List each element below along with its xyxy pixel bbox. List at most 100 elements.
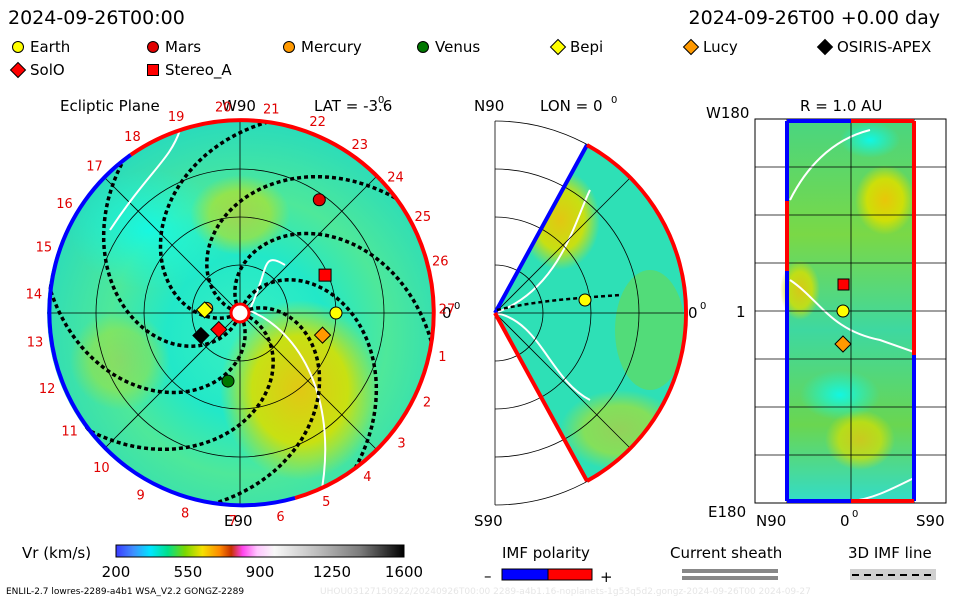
legend-mars-marker (147, 41, 159, 53)
legend-osiris-apex-label: OSIRIS-APEX (837, 38, 931, 56)
legend-earth-label: Earth (30, 38, 70, 56)
carrington-tick-2: 2 (423, 396, 431, 411)
carrington-tick-13: 13 (27, 336, 44, 351)
colorbar: Vr (km/s) 200 550 900 1250 1600 (22, 544, 423, 581)
carrington-tick-7: 7 (229, 514, 237, 529)
map-earth-marker (836, 304, 850, 318)
ecliptic-right-label: 0 (442, 304, 452, 322)
ecliptic-bepi-marker (195, 301, 214, 319)
carrington-tick-5: 5 (322, 495, 330, 510)
map-y-top: W180 (706, 104, 749, 122)
meridional-right-label: 0 (688, 304, 698, 322)
legend-stereo-a-label: Stereo_A (165, 61, 232, 80)
carrington-tick-16: 16 (56, 197, 73, 212)
ecliptic-lat-deg: 0 (378, 95, 384, 106)
carrington-tick-14: 14 (26, 288, 43, 303)
carrington-tick-25: 25 (415, 210, 432, 225)
carrington-tick-19: 19 (168, 110, 185, 125)
legend-solo-label: SolO (30, 61, 65, 79)
ecliptic-right-deg: 0 (454, 301, 460, 312)
ecliptic-bottom-label: E90 (224, 512, 253, 530)
colorbar-tick-900: 900 (246, 563, 275, 581)
colorbar-tick-200: 200 (102, 563, 131, 581)
carrington-tick-21: 21 (263, 102, 280, 117)
footer-model: ENLIL-2.7 lowres-2289-a4b1 WSA_V2.2 GONG… (6, 587, 244, 597)
map-x-mid: 0 (840, 512, 850, 530)
ecliptic-lucy-marker (313, 326, 332, 344)
ecliptic-top-label: W90 (222, 97, 256, 115)
map-stereo-a-marker (837, 278, 850, 291)
legend-mercury-marker (283, 41, 295, 53)
carrington-tick-24: 24 (387, 170, 404, 185)
legend-venus-marker (417, 41, 429, 53)
legend-earth-marker (12, 41, 24, 53)
imf-plus: + (600, 568, 613, 586)
meridional-earth-marker (578, 293, 592, 307)
sheath-label: Current sheath (670, 544, 782, 562)
colorbar-ticks: 200 550 900 1250 1600 (102, 563, 423, 581)
carrington-tick-4: 4 (363, 470, 371, 485)
carrington-tick-11: 11 (61, 425, 78, 440)
ecliptic-venus-marker (221, 374, 235, 388)
sun-icon (229, 302, 251, 324)
meridional-lon: LON = 0 (540, 97, 603, 115)
imf3d-label: 3D IMF line (848, 544, 932, 562)
ecliptic-objects (192, 193, 343, 388)
legend-bepi-label: Bepi (570, 38, 603, 56)
carrington-tick-17: 17 (86, 160, 103, 175)
map-x-left: N90 (756, 512, 786, 530)
meridional-top-label: N90 (474, 97, 504, 115)
datetime: 2024-09-26T00:00 (8, 7, 185, 29)
current-sheath-legend: Current sheath (670, 544, 782, 580)
legend-bepi-marker (549, 38, 567, 56)
map-x-right: S90 (916, 512, 945, 530)
colorbar-label: Vr (km/s) (22, 544, 91, 562)
map-title: R = 1.0 AU (800, 97, 882, 115)
legend-osiris-apex-marker (816, 38, 834, 56)
footer-run-info: UHOU03127150922/20240926T00:00 2289-a4b1… (320, 587, 811, 597)
carrington-tick-27: 27 (439, 302, 456, 317)
legend-solo-marker (9, 61, 27, 79)
colorbar-tick-550: 550 (174, 563, 203, 581)
legend-lucy-marker (682, 38, 700, 56)
ecliptic-osiris-apex-marker (192, 326, 210, 345)
carrington-tick-1: 1 (438, 350, 446, 365)
carrington-tick-12: 12 (39, 382, 56, 397)
ecliptic-lat: LAT = -3.6 (314, 97, 392, 115)
imf-minus: – (484, 567, 492, 585)
carrington-tick-23: 23 (352, 138, 369, 153)
legend-stereo-a-marker (147, 64, 159, 76)
legend-mars-label: Mars (165, 38, 201, 56)
datetime-offset: 2024-09-26T00 +0.00 day (689, 7, 940, 29)
ecliptic-panel: Ecliptic Plane LAT = -3.6 0 W90 E90 0 0 (26, 95, 461, 530)
meridional-lon-deg: 0 (611, 95, 617, 106)
map-x-mid-deg: 0 (852, 509, 858, 520)
carrington-tick-22: 22 (309, 115, 326, 130)
legend-mercury-label: Mercury (301, 38, 362, 56)
ecliptic-stereo-a-marker (318, 268, 332, 282)
colorbar-tick-1600: 1600 (385, 563, 423, 581)
carrington-tick-18: 18 (124, 130, 141, 145)
carrington-tick-15: 15 (36, 241, 53, 256)
meridional-panel: N90 LON = 0 0 S90 0 0 (474, 95, 706, 530)
meridional-bottom-label: S90 (474, 512, 503, 530)
carrington-tick-26: 26 (432, 255, 449, 270)
carrington-tick-6: 6 (276, 510, 284, 525)
ecliptic-mars-marker (312, 193, 326, 207)
map-panel: R = 1.0 AU W180 1 E180 N90 0 0 S90 (706, 97, 947, 530)
object-legend: Earth Mars Mercury Venus Bepi Lucy OSIRIS-APEX… (9, 38, 931, 80)
imf-polarity-legend: IMF polarity – + (484, 544, 613, 586)
legend-venus-label: Venus (435, 38, 480, 56)
carrington-tick-9: 9 (136, 489, 144, 504)
carrington-tick-3: 3 (397, 436, 405, 451)
imf3d-legend: 3D IMF line (848, 544, 936, 580)
ecliptic-title: Ecliptic Plane (60, 97, 160, 115)
ecliptic-earth-marker (329, 306, 343, 320)
colorbar-tick-1250: 1250 (313, 563, 351, 581)
map-y-mid: 1 (736, 303, 746, 321)
map-lucy-marker (834, 335, 852, 353)
meridional-right-deg: 0 (700, 301, 706, 312)
ecliptic-solo-marker (210, 320, 228, 339)
